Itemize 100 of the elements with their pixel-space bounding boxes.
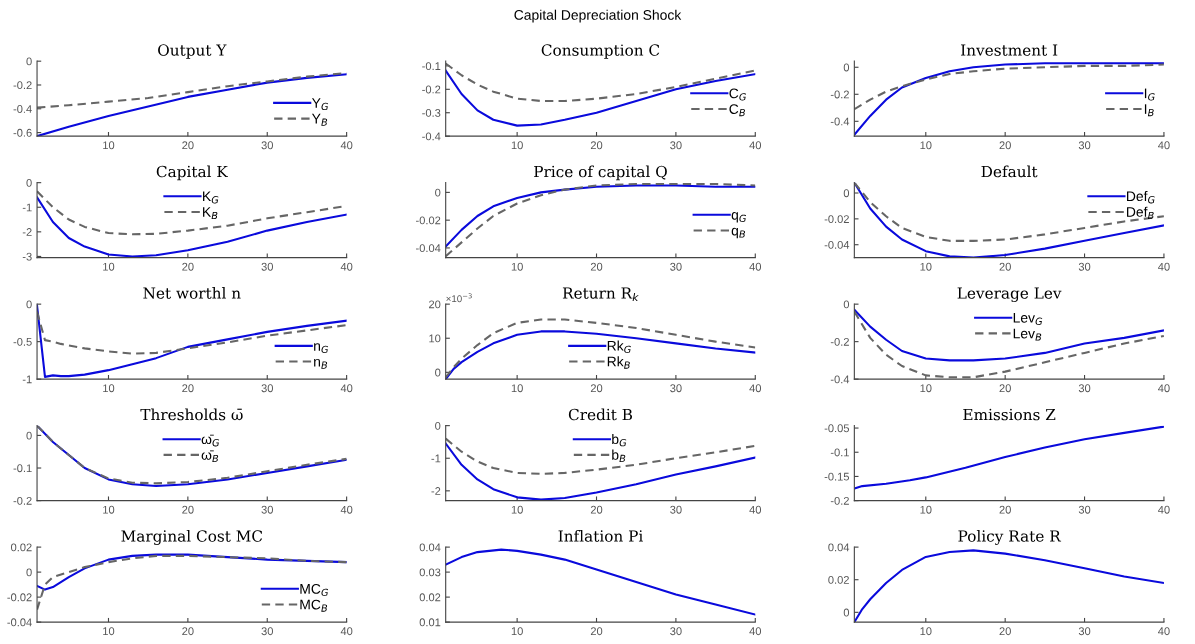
chart-title: Thresholds ω̄ (140, 408, 243, 421)
x-tick-label: 10 (103, 505, 115, 514)
x-tick-label: 10 (920, 505, 932, 514)
y-tick-label: 0 (435, 421, 441, 430)
x-tick-label: 10 (920, 262, 932, 271)
x-tick-label: 40 (340, 627, 353, 636)
y-tick-label: -0.04 (824, 240, 850, 249)
y-tick-label: -0.6 (13, 128, 32, 137)
x-tick-label: 30 (261, 141, 273, 150)
x-tick-label: 40 (1158, 262, 1170, 271)
x-tick-label: 30 (670, 141, 682, 150)
y-tick-label: 10 (429, 334, 441, 343)
line-series (37, 554, 347, 611)
y-tick-label: 0.02 (419, 593, 441, 602)
x-tick-label: 10 (511, 384, 523, 393)
y-tick-label: -0.1 (830, 448, 849, 457)
legend-label: C$_{G}$ (729, 88, 746, 101)
legend-label: MC$_{B}$ (300, 599, 328, 612)
legend-label: ω̄$_{G}$ (201, 434, 220, 447)
chart-title: Consumption C (541, 44, 660, 59)
x-tick-label: 40 (1158, 627, 1170, 636)
legend-label: Lev$_{B}$ (1013, 328, 1042, 341)
y-tick-label: -0.5 (13, 337, 32, 346)
y-tick-label: 0 (435, 188, 441, 197)
chart-title: Default (981, 165, 1038, 178)
x-tick-label: 20 (590, 627, 603, 636)
x-tick-label: 20 (590, 141, 603, 150)
line-series (854, 182, 1164, 242)
legend-label: Lev$_{G}$ (1013, 312, 1043, 325)
line-series (445, 548, 756, 616)
y-tick-label: 0 (843, 63, 850, 72)
x-tick-label: 30 (261, 505, 273, 514)
x-tick-label: 40 (340, 141, 353, 150)
y-tick-label: -0.2 (13, 81, 32, 90)
chart-title: Marginal Cost MC (121, 529, 263, 545)
y-tick-label: -0.2 (830, 337, 849, 346)
y-tick-label: -0.05 (824, 424, 850, 433)
chart-title: Output Y (158, 44, 227, 59)
line-series (854, 308, 1164, 362)
y-tick-label: -0.2 (830, 496, 849, 505)
y-tick-label: 0.03 (419, 568, 441, 577)
x-tick-label: 10 (511, 262, 523, 271)
y-tick-label: -0.3 (422, 109, 441, 117)
legend-label: I$_{G}$ (1144, 88, 1155, 101)
y-tick-label: -0.2 (422, 85, 441, 94)
chart-title: Emissions Z (963, 408, 1056, 421)
legend-label: Def$_{B}$ (1127, 206, 1154, 219)
y-tick-label: 0.02 (828, 575, 849, 584)
y-tick-label: -0.4 (830, 117, 850, 126)
line-series (37, 310, 347, 355)
x-tick-label: 40 (340, 384, 353, 393)
x-tick-label: 10 (103, 262, 115, 271)
x-tick-label: 20 (999, 141, 1011, 150)
x-tick-label: 40 (340, 262, 353, 271)
x-tick-label: 30 (670, 384, 682, 393)
legend-label: C$_{B}$ (729, 104, 745, 117)
x-tick-label: 20 (590, 384, 603, 393)
x-tick-label: 30 (1078, 505, 1091, 514)
x-tick-label: 30 (261, 262, 273, 271)
chart-title: Return R$_{k}$ (562, 287, 639, 302)
x-tick-label: 40 (340, 505, 353, 514)
x-tick-label: 30 (1078, 262, 1091, 271)
chart-title: Capital K (156, 165, 228, 181)
y-tick-label: 0 (26, 431, 32, 440)
y-tick-label: -0.2 (13, 496, 32, 505)
legend-label: q$_{B}$ (731, 227, 746, 239)
legend-label: ω̄$_{B}$ (201, 450, 219, 462)
x-tick-label: 30 (261, 384, 273, 393)
x-tick-label: 30 (670, 627, 682, 636)
x-tick-label: 10 (103, 627, 115, 636)
y-tick-label: -3 (22, 252, 32, 261)
x-tick-label: 10 (511, 505, 523, 514)
y-tick-label: 0 (843, 608, 850, 617)
chart-title: Inflation Pi (558, 529, 643, 542)
legend-label: n$_{G}$ (314, 343, 329, 354)
x-tick-label: 10 (920, 627, 932, 636)
y-tick-label: 0 (843, 300, 850, 309)
chart-title: Credit B (568, 408, 633, 421)
y-tick-label: -1 (431, 454, 441, 463)
legend-label: K$_{B}$ (203, 207, 218, 220)
x-tick-label: 40 (749, 384, 762, 393)
legend-label: Rk$_{B}$ (607, 356, 630, 369)
x-tick-label: 20 (182, 505, 194, 514)
y-tick-label: 0 (26, 568, 32, 577)
x-tick-label: 20 (182, 262, 194, 271)
chart-title: Investment I (961, 44, 1058, 56)
y-tick-label: -1 (22, 375, 32, 384)
line-series (854, 549, 1164, 623)
x-tick-label: 20 (590, 262, 603, 271)
chart-title: Price of capital Q (534, 165, 667, 181)
legend-label: Y$_{B}$ (311, 113, 328, 126)
x-tick-label: 30 (1078, 384, 1091, 393)
x-tick-label: 40 (749, 627, 762, 636)
y-tick-label: -0.4 (422, 132, 441, 141)
y-tick-label: -0.02 (7, 593, 32, 602)
y-tick-label: -0.02 (416, 216, 441, 225)
x-tick-label: 20 (590, 505, 603, 514)
x-tick-label: 30 (1078, 141, 1091, 150)
x-tick-label: 10 (511, 627, 523, 636)
line-series (854, 425, 1164, 490)
